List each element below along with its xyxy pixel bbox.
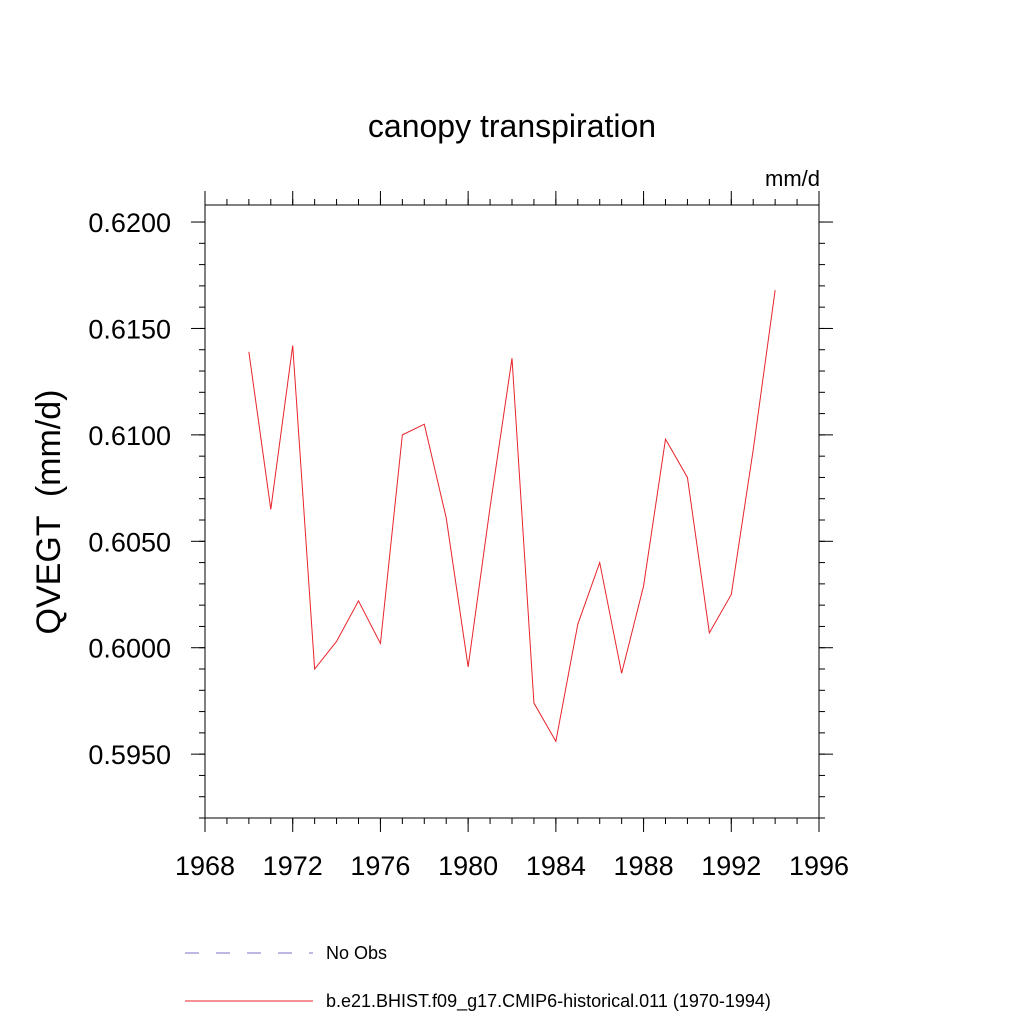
series-group bbox=[248, 290, 776, 743]
y-tick-label: 0.6050 bbox=[88, 527, 171, 557]
x-tick-label: 1984 bbox=[526, 851, 586, 881]
chart-title: canopy transpiration bbox=[368, 108, 656, 144]
legend-label-model: b.e21.BHIST.f09_g17.CMIP6-historical.011… bbox=[326, 991, 771, 1012]
x-tick-label: 1980 bbox=[438, 851, 498, 881]
y-minor-ticks bbox=[199, 221, 825, 819]
units-label: mm/d bbox=[765, 166, 820, 191]
y-tick-label: 0.6100 bbox=[88, 421, 171, 451]
y-tick-label: 0.6200 bbox=[88, 208, 171, 238]
legend: No Obs b.e21.BHIST.f09_g17.CMIP6-histori… bbox=[185, 943, 771, 1012]
y-axis-label: QVEGT (mm/d) bbox=[30, 390, 68, 635]
y-tick-label: 0.6150 bbox=[88, 314, 171, 344]
series-line-1 bbox=[248, 290, 776, 743]
legend-label-no-obs: No Obs bbox=[326, 943, 387, 963]
y-major-ticks bbox=[191, 221, 833, 755]
x-minor-ticks bbox=[204, 199, 820, 824]
x-tick-label: 1988 bbox=[614, 851, 674, 881]
y-tick-labels: 0.5950 0.6000 0.6050 0.6100 0.6150 0.6200 bbox=[88, 208, 171, 770]
y-tick-label: 0.5950 bbox=[88, 740, 171, 770]
x-tick-label: 1992 bbox=[701, 851, 761, 881]
plot-frame bbox=[204, 204, 820, 819]
x-tick-label: 1976 bbox=[350, 851, 410, 881]
x-tick-label: 1996 bbox=[789, 851, 849, 881]
x-tick-label: 1968 bbox=[175, 851, 235, 881]
x-major-ticks bbox=[204, 191, 820, 832]
x-tick-labels: 1968 1972 1976 1980 1984 1988 1992 1996 bbox=[175, 851, 849, 881]
x-tick-label: 1972 bbox=[263, 851, 323, 881]
y-tick-label: 0.6000 bbox=[88, 634, 171, 664]
